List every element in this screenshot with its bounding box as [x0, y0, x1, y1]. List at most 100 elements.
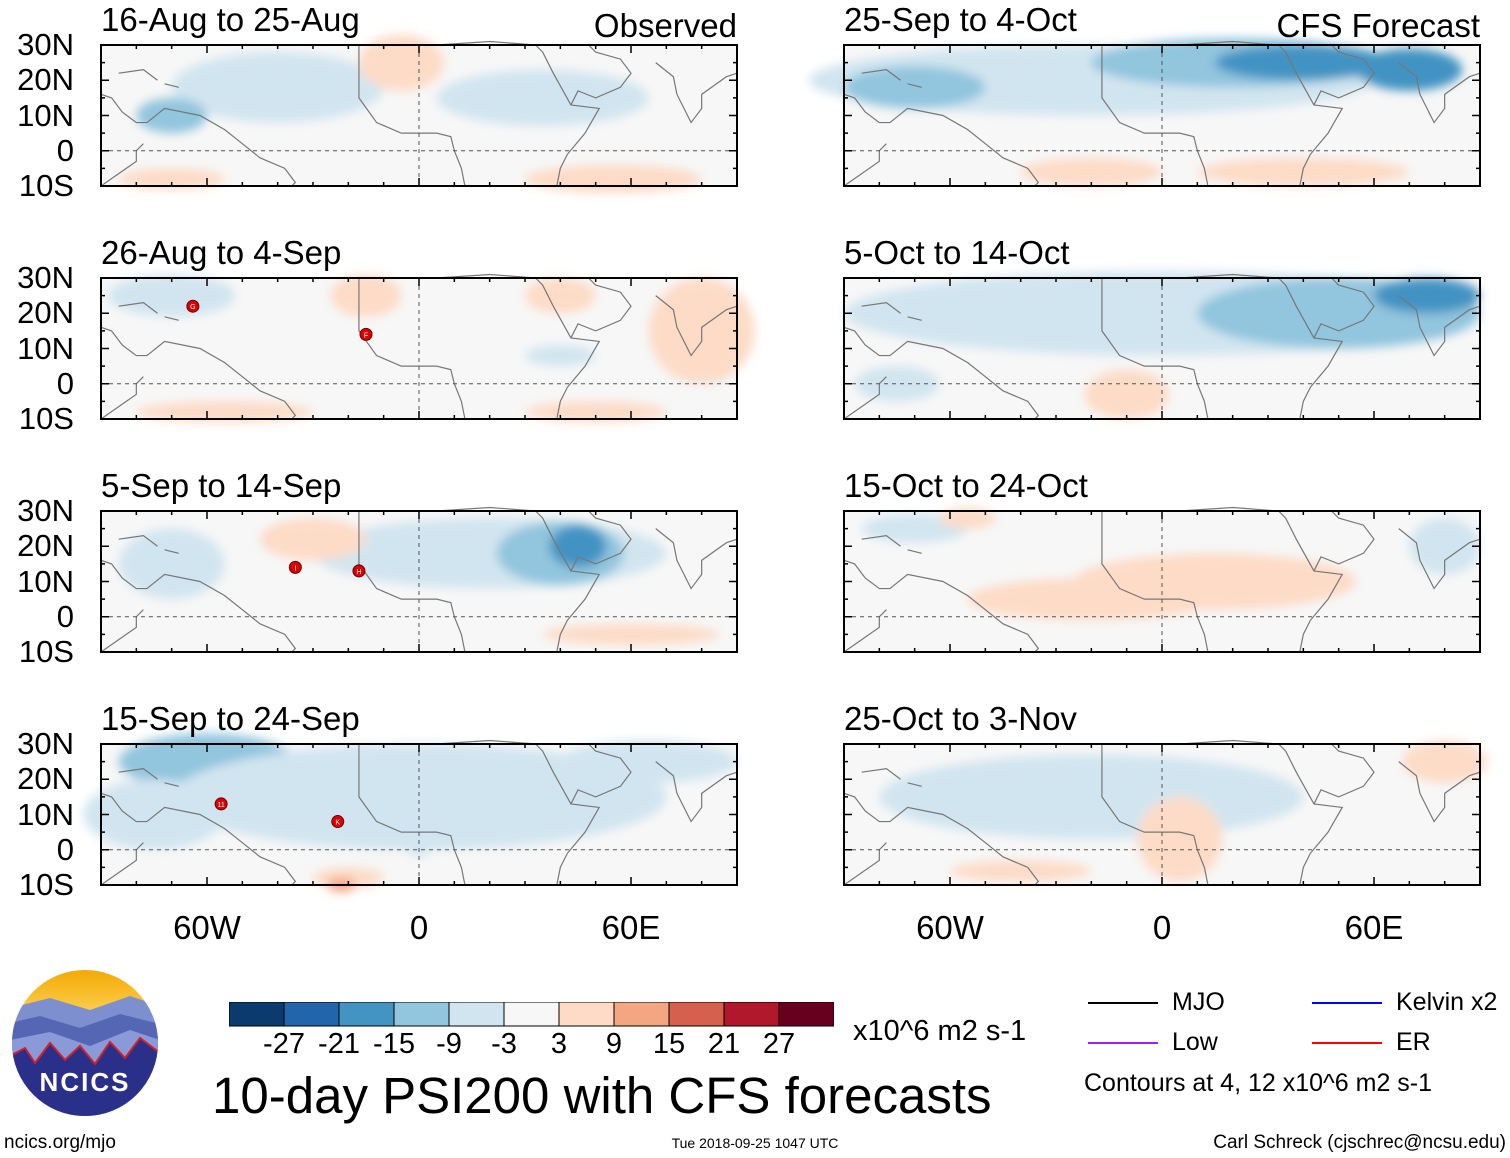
anomaly-shading [525, 278, 596, 314]
anomaly-shading [118, 168, 225, 190]
lat-tick-label: 0 [56, 132, 74, 168]
lat-tick-label: 30N [17, 260, 74, 295]
anomaly-shading [108, 274, 236, 317]
lat-tick-label: 10N [17, 563, 74, 599]
legend-label: Kelvin x2 [1396, 988, 1498, 1016]
map-panel: GF [100, 273, 755, 423]
anomaly-shading [1409, 518, 1480, 575]
panel-frame [100, 277, 738, 420]
storm-label: I [294, 565, 296, 572]
lat-tick-label: 10N [17, 796, 74, 832]
anomaly-shading [136, 401, 313, 423]
contour-note: Contours at 4, 12 x10^6 m2 s-1 [1084, 1069, 1433, 1097]
units-label: x10^6 m2 s-1 [853, 1015, 1027, 1047]
panel-title: 15-Oct to 24-Oct [844, 467, 1088, 504]
colorbar-tick-label: -3 [491, 1028, 517, 1060]
lat-tick-label: 30N [17, 726, 74, 761]
lat-tick-label: 10N [17, 97, 74, 133]
colorbar-swatch [338, 1002, 395, 1027]
anomaly-shading [542, 623, 720, 645]
colorbar-tick-label: 3 [550, 1028, 568, 1060]
lat-tick-label: 0 [56, 365, 74, 401]
lat-tick-label: 10S [18, 634, 74, 669]
storm-marker: G [186, 299, 200, 313]
coastlines [843, 40, 1481, 187]
storm-marker: I [288, 560, 302, 574]
panel-frame [843, 44, 1481, 187]
timestamp: Tue 2018-09-25 1047 UTC [671, 1135, 839, 1151]
panel-frame [843, 277, 1481, 420]
colorbar-tick-label: -9 [436, 1028, 462, 1060]
anomaly-shading [854, 366, 940, 402]
map-panel [100, 34, 738, 194]
panel-frame [843, 510, 1481, 653]
panel-frame [100, 510, 738, 653]
anomaly-shading [560, 740, 737, 783]
anomaly-shading [1374, 278, 1480, 314]
colorbar-swatch [778, 1002, 834, 1027]
storm-marker: H [352, 564, 366, 578]
anomaly-shading [136, 97, 207, 134]
colorbar-swatch [393, 1002, 450, 1027]
lon-tick-label: 60E [1344, 909, 1404, 946]
anomaly-shading [436, 69, 649, 127]
panel-frame [843, 743, 1481, 886]
lat-tick-label: 20N [17, 761, 74, 797]
lon-tick-label: 60E [601, 909, 661, 946]
anomaly-shading [549, 525, 607, 568]
map-panel [843, 270, 1481, 420]
lat-tick-label: 0 [56, 598, 74, 634]
legend-line-mjo [1088, 1002, 1158, 1004]
colorbar-tick-label: -27 [263, 1028, 305, 1060]
lat-tick-label: 30N [17, 493, 74, 528]
colorbar-swatch [668, 1002, 725, 1027]
colorbar-swatch [229, 1002, 285, 1027]
anomaly-shading [950, 860, 1092, 882]
author-credit: Carl Schreck (cjschrec@ncsu.edu) [1213, 1132, 1506, 1153]
anomaly-shading [967, 577, 1215, 621]
colorbar-tick-label: 27 [762, 1028, 796, 1060]
lat-tick-label: 0 [56, 831, 74, 867]
coastlines [843, 273, 1481, 420]
map-panel [843, 506, 1481, 653]
colorbar-swatch [503, 1002, 560, 1027]
panel-frame [100, 743, 738, 886]
panel-title: 26-Aug to 4-Sep [101, 234, 342, 271]
column-label: Observed [593, 7, 737, 44]
colorbar [229, 1002, 834, 1027]
anomaly-shading [939, 507, 996, 529]
lat-tick-label: 20N [17, 528, 74, 564]
map-panel [808, 37, 1481, 187]
panel-title: 25-Sep to 4-Oct [844, 1, 1077, 38]
storm-label: F [364, 332, 368, 339]
lon-tick-label: 0 [409, 909, 429, 946]
anomaly-shading [171, 52, 384, 123]
panel-frame [100, 44, 738, 187]
map-panel: 11 K [83, 733, 738, 893]
legend-label: MJO [1172, 988, 1225, 1016]
anomaly-shading [879, 754, 1304, 840]
colorbar-tick-label: -21 [318, 1028, 360, 1060]
colorbar-swatch [723, 1002, 780, 1027]
panel-title: 16-Aug to 25-Aug [101, 1, 360, 38]
anomaly-shading [1137, 796, 1223, 882]
colorbar-tick-label: -15 [373, 1028, 415, 1060]
anomaly-shading [358, 34, 444, 91]
panel-title: 15-Sep to 24-Sep [101, 700, 360, 737]
legend-line-kelvin-x2 [1312, 1002, 1382, 1004]
storm-marker: 11 [214, 797, 228, 811]
storm-marker: F [359, 327, 373, 341]
anomaly-shading [1197, 157, 1410, 186]
anomaly-shading [1356, 48, 1463, 91]
column-label: CFS Forecast [1276, 7, 1480, 44]
map-panel [843, 739, 1488, 886]
storm-label: H [356, 569, 361, 576]
lat-tick-label: 20N [17, 62, 74, 98]
lat-tick-label: 10S [18, 867, 74, 902]
anomaly-shading [171, 744, 667, 850]
anomaly-shading [844, 66, 986, 109]
colorbar-tick-label: 21 [707, 1028, 741, 1060]
coastlines [843, 506, 1481, 653]
website-link[interactable]: ncics.org/mjo [4, 1132, 116, 1153]
lon-tick-label: 60W [916, 909, 984, 946]
